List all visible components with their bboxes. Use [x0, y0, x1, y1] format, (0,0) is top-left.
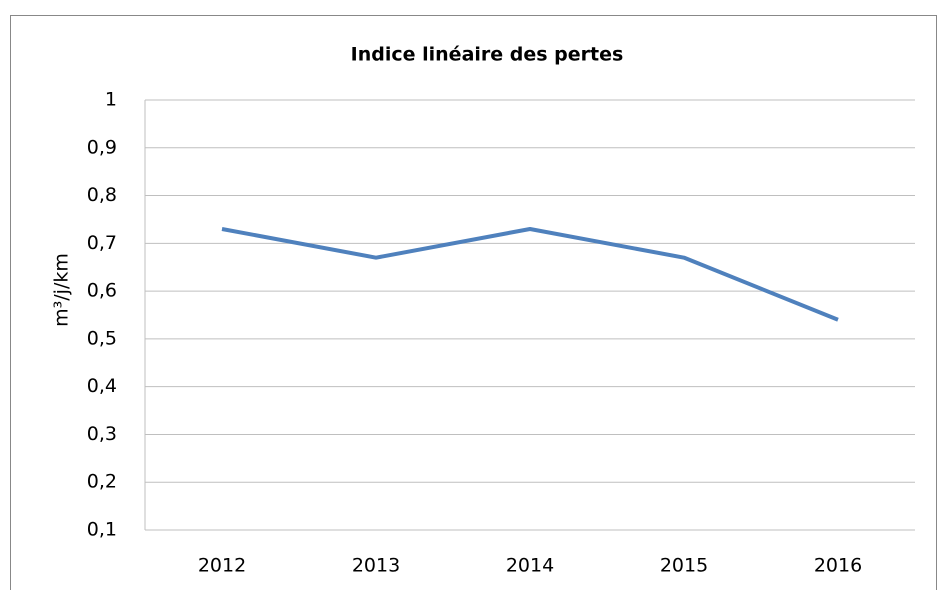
chart-frame: [10, 15, 937, 590]
y-tick-label: 0,5: [87, 327, 117, 349]
y-tick-label: 0,9: [87, 136, 117, 158]
y-tick-label: 0,2: [87, 471, 117, 493]
y-tick-label: 1: [105, 89, 117, 111]
x-tick-label: 2014: [506, 555, 554, 577]
chart-title: Indice linéaire des pertes: [351, 44, 624, 66]
y-tick-label: 0,1: [87, 519, 117, 541]
x-tick-label: 2012: [198, 555, 246, 577]
y-tick-label: 0,3: [87, 423, 117, 445]
x-tick-label: 2016: [814, 555, 862, 577]
y-tick-label: 0,6: [87, 280, 117, 302]
y-tick-label: 0,8: [87, 184, 117, 206]
y-tick-label: 0,4: [87, 375, 117, 397]
y-axis-label: m³/j/km: [51, 253, 73, 327]
y-tick-label: 0,7: [87, 232, 117, 254]
x-tick-label: 2013: [352, 555, 400, 577]
x-tick-label: 2015: [660, 555, 708, 577]
data-line: [221, 227, 839, 322]
